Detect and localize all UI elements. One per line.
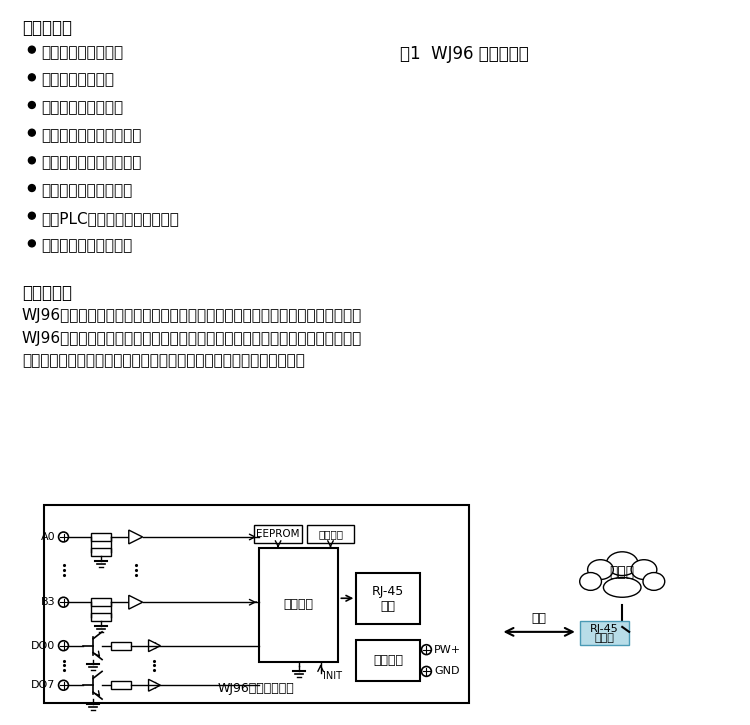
Text: 接入: 接入 xyxy=(532,612,547,625)
Circle shape xyxy=(58,680,68,690)
Bar xyxy=(254,525,302,543)
Text: 替代PLC直接传数据到控制中心: 替代PLC直接传数据到控制中心 xyxy=(42,211,179,225)
Text: 微处理器: 微处理器 xyxy=(284,598,314,611)
Text: WJ96产品实现传感器和主机之间的信号采集，用来解码编码器信号和设备控制。: WJ96产品实现传感器和主机之间的信号采集，用来解码编码器信号和设备控制。 xyxy=(22,307,362,323)
Bar xyxy=(356,639,421,682)
Text: EEPROM: EEPROM xyxy=(256,529,300,539)
Text: 电机转速测量与控制: 电机转速测量与控制 xyxy=(42,100,124,115)
Text: 智能工厂与工业物联网: 智能工厂与工业物联网 xyxy=(42,183,133,198)
Bar xyxy=(307,525,354,543)
Text: 局域网: 局域网 xyxy=(610,566,634,579)
Bar xyxy=(44,505,469,703)
Text: INIT: INIT xyxy=(322,671,341,682)
Polygon shape xyxy=(148,679,160,691)
Circle shape xyxy=(58,532,68,542)
Circle shape xyxy=(28,74,35,80)
Bar xyxy=(92,548,111,556)
Ellipse shape xyxy=(587,560,613,579)
Text: A0: A0 xyxy=(41,532,56,542)
Circle shape xyxy=(28,185,35,191)
Circle shape xyxy=(28,129,35,136)
Text: RJ-45: RJ-45 xyxy=(372,585,404,598)
Text: DO0: DO0 xyxy=(32,641,56,651)
Ellipse shape xyxy=(580,573,602,590)
Text: 位移或者角度测量: 位移或者角度测量 xyxy=(42,72,115,88)
Bar xyxy=(356,573,421,624)
Text: 产品概述：: 产品概述： xyxy=(22,284,72,302)
Text: 编码器脉冲信号测量: 编码器脉冲信号测量 xyxy=(42,45,124,59)
Text: 电源电路: 电源电路 xyxy=(374,654,404,667)
Text: PW+: PW+ xyxy=(434,645,461,655)
Ellipse shape xyxy=(607,552,638,576)
Text: 典型应用：: 典型应用： xyxy=(22,19,72,37)
Text: 水晶头: 水晶头 xyxy=(595,633,614,643)
Text: GND: GND xyxy=(434,666,460,676)
Ellipse shape xyxy=(631,560,657,579)
Bar xyxy=(92,598,111,606)
Circle shape xyxy=(28,240,35,247)
Polygon shape xyxy=(129,530,142,544)
Bar xyxy=(111,682,130,689)
Bar xyxy=(92,533,111,541)
Text: B3: B3 xyxy=(41,597,56,608)
Text: RJ-45: RJ-45 xyxy=(590,624,619,634)
Circle shape xyxy=(422,645,431,655)
Text: 网口: 网口 xyxy=(381,600,396,613)
Circle shape xyxy=(58,597,68,607)
Ellipse shape xyxy=(604,578,641,597)
Bar xyxy=(92,613,111,621)
Text: 编码器信号远传到工控机: 编码器信号远传到工控机 xyxy=(42,155,142,170)
Text: WJ96模块内部框图: WJ96模块内部框图 xyxy=(218,682,295,695)
Bar xyxy=(260,548,338,661)
Ellipse shape xyxy=(643,573,664,590)
Circle shape xyxy=(28,157,35,164)
Text: 物联网开关量信号采集: 物联网开关量信号采集 xyxy=(42,239,133,254)
Text: 复位电路: 复位电路 xyxy=(318,529,343,539)
Circle shape xyxy=(28,46,35,53)
Bar xyxy=(580,621,629,645)
Text: WJ96系列产品可应用在物联网和工业以太网控制系统，自动化机床，工业机器人: WJ96系列产品可应用在物联网和工业以太网控制系统，自动化机床，工业机器人 xyxy=(22,331,362,347)
Text: 图1  WJ96 模块外观图: 图1 WJ96 模块外观图 xyxy=(400,45,529,62)
Circle shape xyxy=(422,666,431,676)
Polygon shape xyxy=(129,595,142,609)
Bar xyxy=(111,642,130,650)
Polygon shape xyxy=(148,639,160,652)
Circle shape xyxy=(28,212,35,219)
Circle shape xyxy=(58,641,68,650)
Text: ，三坐标定位系统，位移测量，行程测量，角度测量，转速测量等等。: ，三坐标定位系统，位移测量，行程测量，角度测量，转速测量等等。 xyxy=(22,353,304,368)
Text: DO7: DO7 xyxy=(32,680,56,690)
Text: 代替计米器控制多个设备: 代替计米器控制多个设备 xyxy=(42,128,142,143)
Circle shape xyxy=(28,102,35,109)
